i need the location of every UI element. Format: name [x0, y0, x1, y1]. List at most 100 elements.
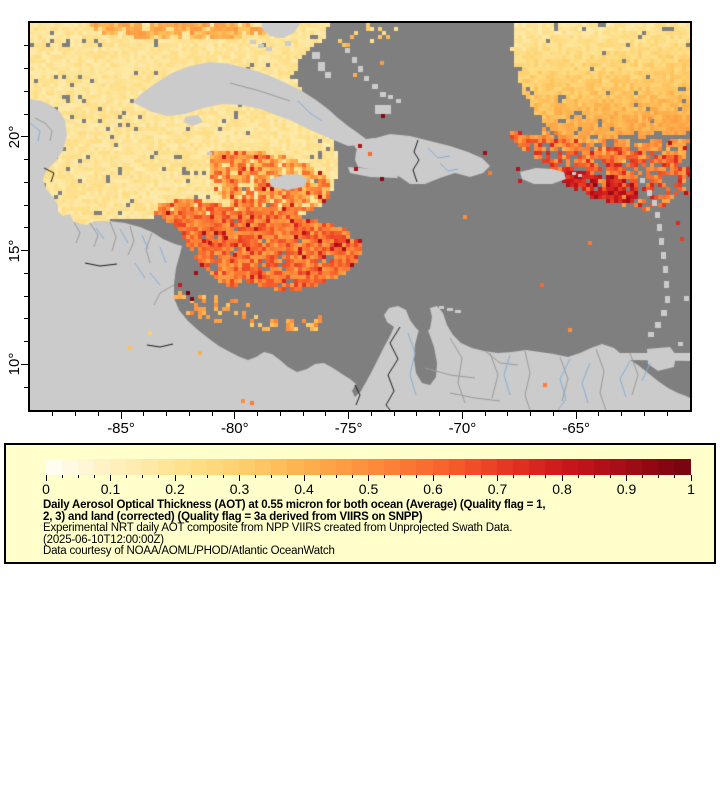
caption-title-line-2: 2, 3) and land (corrected) (Quality flag… — [43, 510, 423, 523]
x-axis-minor-tick — [75, 412, 77, 416]
aot-map-canvas — [30, 23, 690, 410]
x-axis-tick-label: -70° — [448, 420, 477, 437]
x-axis-minor-tick — [484, 412, 486, 416]
colorbar-minor-tick — [158, 475, 160, 478]
y-axis-minor-tick — [24, 318, 28, 320]
colorbar-minor-tick — [658, 475, 660, 478]
x-axis-minor-tick — [97, 412, 99, 416]
y-axis-major-tick — [21, 136, 28, 138]
colorbar-minor-tick — [577, 475, 579, 478]
y-axis-minor-tick — [24, 272, 28, 274]
colorbar-minor-tick — [464, 475, 466, 478]
colorbar-major-tick — [303, 475, 305, 481]
x-axis-major-tick — [234, 412, 236, 419]
colorbar-minor-tick — [126, 475, 128, 478]
colorbar-tick-label: 0.1 — [100, 481, 121, 497]
colorbar-minor-tick — [351, 475, 353, 478]
y-axis-minor-tick — [24, 295, 28, 297]
x-axis-minor-tick — [302, 412, 304, 416]
x-axis-tick-label: -65° — [562, 420, 591, 437]
colorbar-minor-tick — [609, 475, 611, 478]
colorbar-minor-tick — [287, 475, 289, 478]
colorbar-tick-label: 0 — [42, 481, 50, 497]
x-axis-minor-tick — [598, 412, 600, 416]
y-axis-minor-tick — [24, 181, 28, 183]
colorbar-tick-label: 0.7 — [487, 481, 508, 497]
colorbar-minor-tick — [674, 475, 676, 478]
y-axis-tick-label: 15° — [6, 239, 23, 262]
x-axis-minor-tick — [143, 412, 145, 416]
x-axis-minor-tick — [52, 412, 54, 416]
colorbar-minor-tick — [77, 475, 79, 478]
x-axis-major-tick — [575, 412, 577, 419]
colorbar-minor-tick — [142, 475, 144, 478]
colorbar-minor-tick — [545, 475, 547, 478]
colorbar-tick-label: 0.5 — [358, 481, 379, 497]
y-axis-minor-tick — [24, 45, 28, 47]
x-axis-minor-tick — [257, 412, 259, 416]
caption-timestamp-line: (2025-06-10T12:00:00Z) — [43, 533, 164, 546]
colorbar-minor-tick — [190, 475, 192, 478]
x-axis-tick-label: -75° — [334, 420, 363, 437]
colorbar-major-tick — [561, 475, 563, 481]
y-axis-major-tick — [21, 363, 28, 365]
colorbar-minor-tick — [255, 475, 257, 478]
x-axis-minor-tick — [416, 412, 418, 416]
colorbar-major-tick — [368, 475, 369, 481]
colorbar-tick-label: 0.8 — [552, 481, 572, 497]
colorbar-major-tick — [626, 475, 627, 481]
y-axis-minor-tick — [24, 341, 28, 343]
colorbar-major-tick — [690, 475, 692, 481]
colorbar-minor-tick — [416, 475, 418, 478]
x-axis-minor-tick — [439, 412, 441, 416]
colorbar-major-tick — [174, 475, 176, 481]
colorbar-minor-tick — [513, 475, 515, 478]
colorbar-minor-tick — [93, 475, 95, 478]
caption-block: Daily Aerosol Optical Thickness (AOT) at… — [43, 499, 693, 558]
colorbar-tick-label: 0.2 — [165, 481, 185, 497]
x-axis-minor-tick — [666, 412, 668, 416]
x-axis-minor-tick — [507, 412, 509, 416]
colorbar-minor-tick — [593, 475, 595, 478]
x-axis-minor-tick — [621, 412, 623, 416]
colorbar-minor-tick — [384, 475, 386, 478]
caption-subtitle-line: Experimental NRT daily AOT composite fro… — [43, 522, 513, 534]
y-axis-minor-tick — [24, 204, 28, 206]
colorbar-minor-tick — [206, 475, 208, 478]
y-axis-minor-tick — [24, 386, 28, 388]
colorbar-minor-tick — [319, 475, 321, 478]
x-axis-minor-tick — [530, 412, 532, 416]
colorbar-minor-tick — [529, 475, 531, 478]
colorbar-major-tick — [110, 475, 111, 481]
colorbar-minor-tick — [480, 475, 482, 478]
x-axis-minor-tick — [643, 412, 645, 416]
x-axis-minor-tick — [188, 412, 190, 416]
colorbar-minor-tick — [448, 475, 450, 478]
y-axis-major-tick — [21, 250, 28, 252]
y-axis-minor-tick — [24, 227, 28, 229]
colorbar-major-tick — [45, 475, 47, 481]
colorbar-tick-label: 0.3 — [229, 481, 250, 497]
colorbar-major-tick — [239, 475, 240, 481]
x-axis-minor-tick — [370, 412, 372, 416]
colorbar-minor-tick — [61, 475, 63, 478]
x-axis-minor-tick — [393, 412, 395, 416]
colorbar-minor-tick — [271, 475, 273, 478]
colorbar-tick-label: 0.4 — [294, 481, 314, 497]
colorbar-minor-tick — [222, 475, 224, 478]
y-axis-minor-tick — [24, 90, 28, 92]
x-axis-tick-label: -85° — [107, 420, 135, 437]
y-axis-minor-tick — [24, 68, 28, 70]
colorbar-minor-tick — [400, 475, 402, 478]
colorbar-major-tick — [497, 475, 498, 481]
x-axis-major-tick — [348, 412, 350, 419]
x-axis-minor-tick — [166, 412, 168, 416]
colorbar-major-tick — [432, 475, 434, 481]
caption-title-line-1: Daily Aerosol Optical Thickness (AOT) at… — [43, 499, 546, 511]
colorbar-tick-label: 0.6 — [423, 481, 443, 497]
x-axis-minor-tick — [325, 412, 327, 416]
colorbar-minor-tick — [335, 475, 337, 478]
y-axis-tick-label: 10° — [6, 353, 23, 376]
colorbar-tick-label: 0.9 — [616, 481, 637, 497]
